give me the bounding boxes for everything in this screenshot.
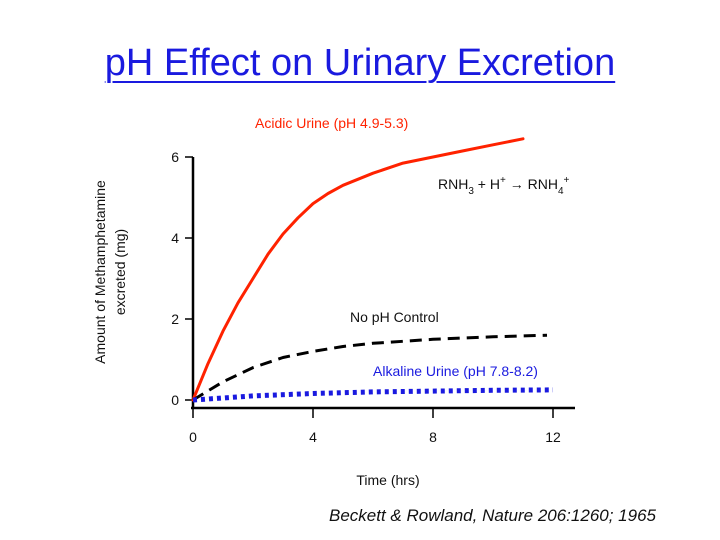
reaction-part: → (506, 176, 528, 192)
citation: Beckett & Rowland, Nature 206:1260; 1965 (329, 506, 656, 525)
x-tick-label: 0 (189, 429, 197, 445)
reaction-part: 3 (468, 186, 474, 197)
slide-title: pH Effect on Urinary Excretion (104, 42, 616, 84)
x-tick-label: 12 (545, 429, 561, 445)
y-tick-label: 2 (171, 311, 179, 327)
reaction-part: + (564, 175, 570, 186)
series-line-2 (192, 387, 554, 403)
reaction-part: RNH (438, 176, 468, 192)
series-label-1: No pH Control (350, 309, 439, 325)
series-label-2: Alkaline Urine (pH 7.8-8.2) (373, 363, 538, 379)
y-tick-label: 4 (171, 230, 179, 246)
series-line-1 (192, 333, 548, 402)
reaction-text: RNH3 + H+ → RNH4+ (438, 175, 570, 197)
y-tick-label: 6 (171, 149, 179, 165)
x-tick-label: 4 (309, 429, 317, 445)
reaction-part: + H (474, 176, 500, 192)
series-line-0 (191, 137, 525, 402)
reaction-annotation: RNH3 + H+ → RNH4+ (438, 175, 570, 197)
series-label-0: Acidic Urine (pH 4.9-5.3) (255, 115, 408, 131)
reaction-part: 4 (558, 186, 564, 197)
reaction-part: RNH (528, 176, 558, 192)
y-axis-label: Amount of Methamphetamine excreted (mg) (92, 180, 128, 364)
y-tick-label: 0 (171, 392, 179, 408)
x-axis-label: Time (hrs) (356, 472, 419, 488)
reaction-part: + (500, 175, 506, 186)
x-tick-label: 8 (429, 429, 437, 445)
